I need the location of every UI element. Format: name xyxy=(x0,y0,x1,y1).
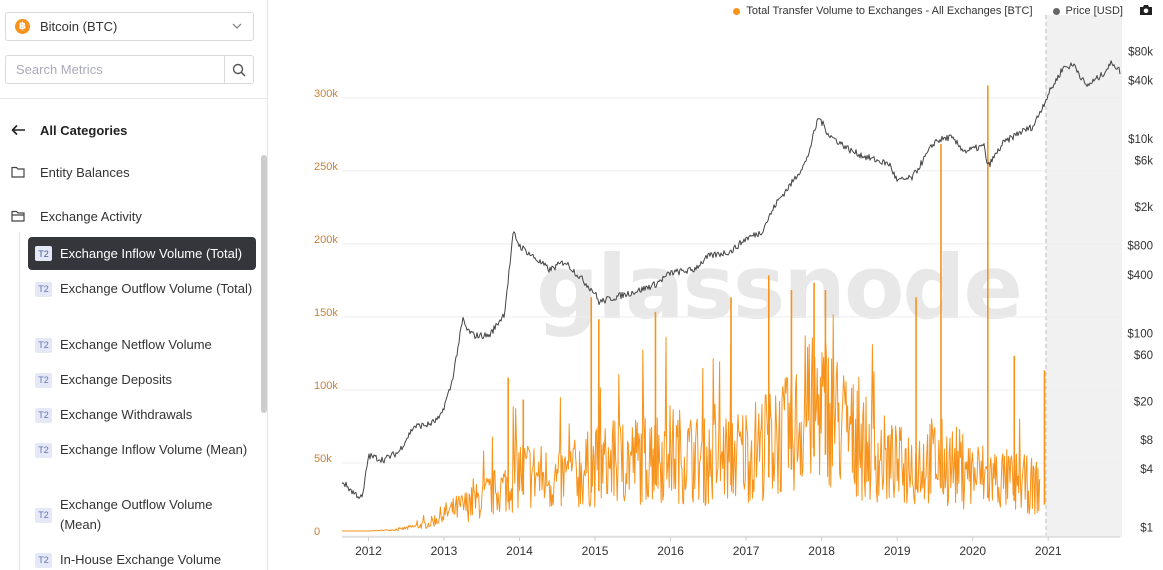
left-axis-tick: 100k xyxy=(314,380,338,392)
chart-area: glassnode 0 50k 100k 150k 200k 250k 300k $1 $4 $8 $… xyxy=(298,0,1163,570)
metric-item-in-house-exchange-volume[interactable]: T2 In-House Exchange Volume xyxy=(28,550,256,570)
x-axis-tick: 2019 xyxy=(884,544,911,558)
metric-label: In-House Exchange Volume xyxy=(60,552,222,567)
watermark: glassnode xyxy=(536,236,1021,339)
tier-badge: T2 xyxy=(35,246,52,261)
right-axis-tick: $400 xyxy=(1127,270,1153,282)
x-axis-tick: 2015 xyxy=(582,544,609,558)
right-axis-tick: $40k xyxy=(1128,76,1153,88)
search-icon xyxy=(232,63,246,77)
right-axis-tick: $2k xyxy=(1134,202,1153,214)
volume-series-line xyxy=(342,314,1041,532)
legend-dot-price xyxy=(1052,7,1060,15)
metric-item-exchange-netflow-volume[interactable]: T2 Exchange Netflow Volume xyxy=(28,335,256,355)
price-series-line xyxy=(341,60,1121,499)
right-axis-tick: $100 xyxy=(1127,328,1153,340)
tier-badge: T2 xyxy=(35,337,52,353)
right-axis-tick: $10k xyxy=(1128,134,1153,146)
metric-label: Exchange Outflow Volume (Mean) xyxy=(60,497,213,532)
metric-item-exchange-withdrawals[interactable]: T2 Exchange Withdrawals xyxy=(28,405,256,425)
metric-item-exchange-deposits[interactable]: T2 Exchange Deposits xyxy=(28,370,256,390)
x-axis-tick: 2018 xyxy=(808,544,835,558)
x-axis-tick: 2017 xyxy=(733,544,760,558)
forecast-shade xyxy=(1045,15,1122,537)
sidebar-divider xyxy=(0,98,268,99)
chevron-down-icon xyxy=(232,23,242,29)
tier-badge: T2 xyxy=(35,372,52,388)
metric-label: Exchange Inflow Volume (Total) xyxy=(60,245,243,261)
asset-label: Bitcoin (BTC) xyxy=(40,19,118,34)
category-exchange-activity[interactable]: Exchange Activity xyxy=(0,204,142,228)
category-entity-balances[interactable]: Entity Balances xyxy=(0,160,130,184)
tier-badge: T2 xyxy=(35,507,52,523)
back-label: All Categories xyxy=(40,122,128,138)
metric-label: Exchange Netflow Volume xyxy=(60,337,212,352)
camera-icon[interactable] xyxy=(1139,4,1153,16)
metric-item-exchange-inflow-volume-mean[interactable]: T2 Exchange Inflow Volume (Mean) xyxy=(28,440,256,460)
legend-dot-volume xyxy=(733,7,741,15)
legend-item-price[interactable]: Price [USD] xyxy=(1052,5,1123,17)
left-axis-tick: 0 xyxy=(314,526,320,538)
search-button[interactable] xyxy=(224,56,253,83)
bitcoin-icon: ฿ xyxy=(15,19,30,34)
x-axis-tick: 2016 xyxy=(657,544,684,558)
metric-label: Exchange Outflow Volume (Total) xyxy=(60,281,253,296)
left-axis-tick: 200k xyxy=(314,234,338,246)
asset-select[interactable]: ฿ Bitcoin (BTC) xyxy=(5,12,254,41)
folder-icon xyxy=(11,166,25,178)
right-axis-tick: $80k xyxy=(1128,46,1153,58)
metric-list: T2 Exchange Inflow Volume (Total) T2 Exc… xyxy=(19,232,259,570)
metric-item-exchange-outflow-volume-mean[interactable]: T2 Exchange Outflow Volume (Mean) xyxy=(28,495,256,535)
right-axis-tick: $6k xyxy=(1134,156,1153,168)
metric-item-exchange-inflow-volume-total[interactable]: T2 Exchange Inflow Volume (Total) xyxy=(28,237,256,270)
folder-open-icon xyxy=(11,210,25,222)
metric-label: Exchange Withdrawals xyxy=(60,407,193,422)
left-axis-tick: 300k xyxy=(314,88,338,100)
chart[interactable]: glassnode 0 50k 100k 150k 200k 250k 300k $1 $4 $8 $… xyxy=(298,0,1163,570)
x-axis-tick: 2020 xyxy=(959,544,986,558)
search-box xyxy=(5,55,254,84)
category-label: Exchange Activity xyxy=(40,208,142,224)
metric-item-exchange-outflow-volume-total[interactable]: T2 Exchange Outflow Volume (Total) xyxy=(28,279,256,299)
right-axis-tick: $1 xyxy=(1140,523,1153,535)
x-axis-tick: 2012 xyxy=(355,544,382,558)
metric-label: Exchange Inflow Volume (Mean) xyxy=(60,442,248,457)
search-input[interactable] xyxy=(6,56,224,83)
legend-label-volume: Total Transfer Volume to Exchanges - All… xyxy=(746,5,1033,17)
chart-legend: Total Transfer Volume to Exchanges - All… xyxy=(713,5,1123,17)
right-axis-tick: $8 xyxy=(1140,435,1153,447)
right-axis-tick: $60 xyxy=(1134,350,1153,362)
left-axis-tick: 50k xyxy=(314,453,332,465)
category-label: Entity Balances xyxy=(40,164,130,180)
x-axis-tick: 2021 xyxy=(1035,544,1062,558)
back-to-all-categories[interactable]: All Categories xyxy=(0,118,127,142)
sidebar: ฿ Bitcoin (BTC) All Categories Entity Ba… xyxy=(0,0,268,570)
tier-badge: T2 xyxy=(35,407,52,423)
tier-badge: T2 xyxy=(35,442,52,458)
right-axis-tick: $4 xyxy=(1140,464,1153,476)
left-axis-tick: 150k xyxy=(314,307,338,319)
left-axis-tick: 250k xyxy=(314,161,338,173)
tier-badge: T2 xyxy=(35,281,52,297)
right-axis-tick: $800 xyxy=(1127,241,1153,253)
tier-badge: T2 xyxy=(35,552,52,568)
x-axis-tick: 2013 xyxy=(431,544,458,558)
x-axis-tick: 2014 xyxy=(506,544,533,558)
legend-item-volume[interactable]: Total Transfer Volume to Exchanges - All… xyxy=(733,5,1033,17)
metric-label: Exchange Deposits xyxy=(60,372,173,387)
arrow-left-icon xyxy=(11,124,25,136)
sidebar-scrollbar[interactable] xyxy=(261,155,267,413)
legend-label-price: Price [USD] xyxy=(1065,5,1123,17)
right-axis-tick: $20 xyxy=(1134,396,1153,408)
